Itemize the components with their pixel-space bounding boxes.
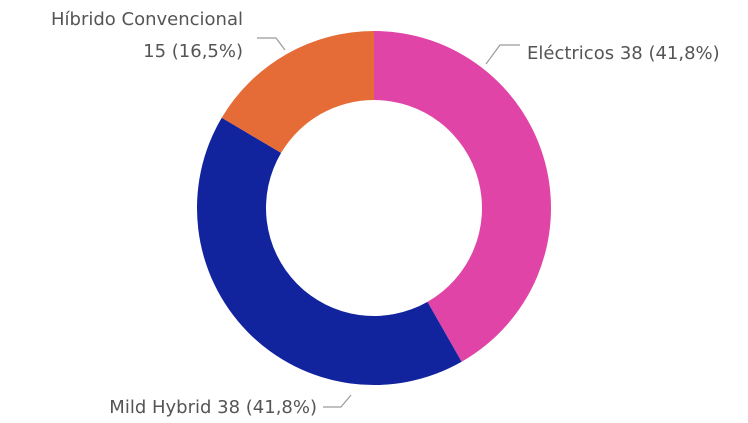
slice-label-hibrido-convencional-name: Híbrido Convencional — [51, 9, 243, 30]
slice-hibrido-convencional[interactable] — [221, 31, 374, 153]
slice-electricos[interactable] — [374, 31, 552, 362]
slices-group — [197, 31, 552, 385]
slice-label-mild-hybrid: Mild Hybrid 38 (41,8%) — [109, 397, 317, 418]
labels-group: Eléctricos 38 (41,8%) Mild Hybrid 38 (41… — [51, 9, 720, 418]
leader-line-electricos — [485, 44, 520, 65]
leader-lines-group — [257, 37, 520, 408]
leader-line-mild-hybrid — [323, 394, 352, 408]
slice-label-hibrido-convencional-value: 15 (16,5%) — [143, 41, 243, 62]
leader-line-hibrido-convencional — [257, 37, 286, 51]
slice-label-electricos: Eléctricos 38 (41,8%) — [527, 43, 720, 64]
slice-mild-hybrid[interactable] — [197, 117, 462, 385]
